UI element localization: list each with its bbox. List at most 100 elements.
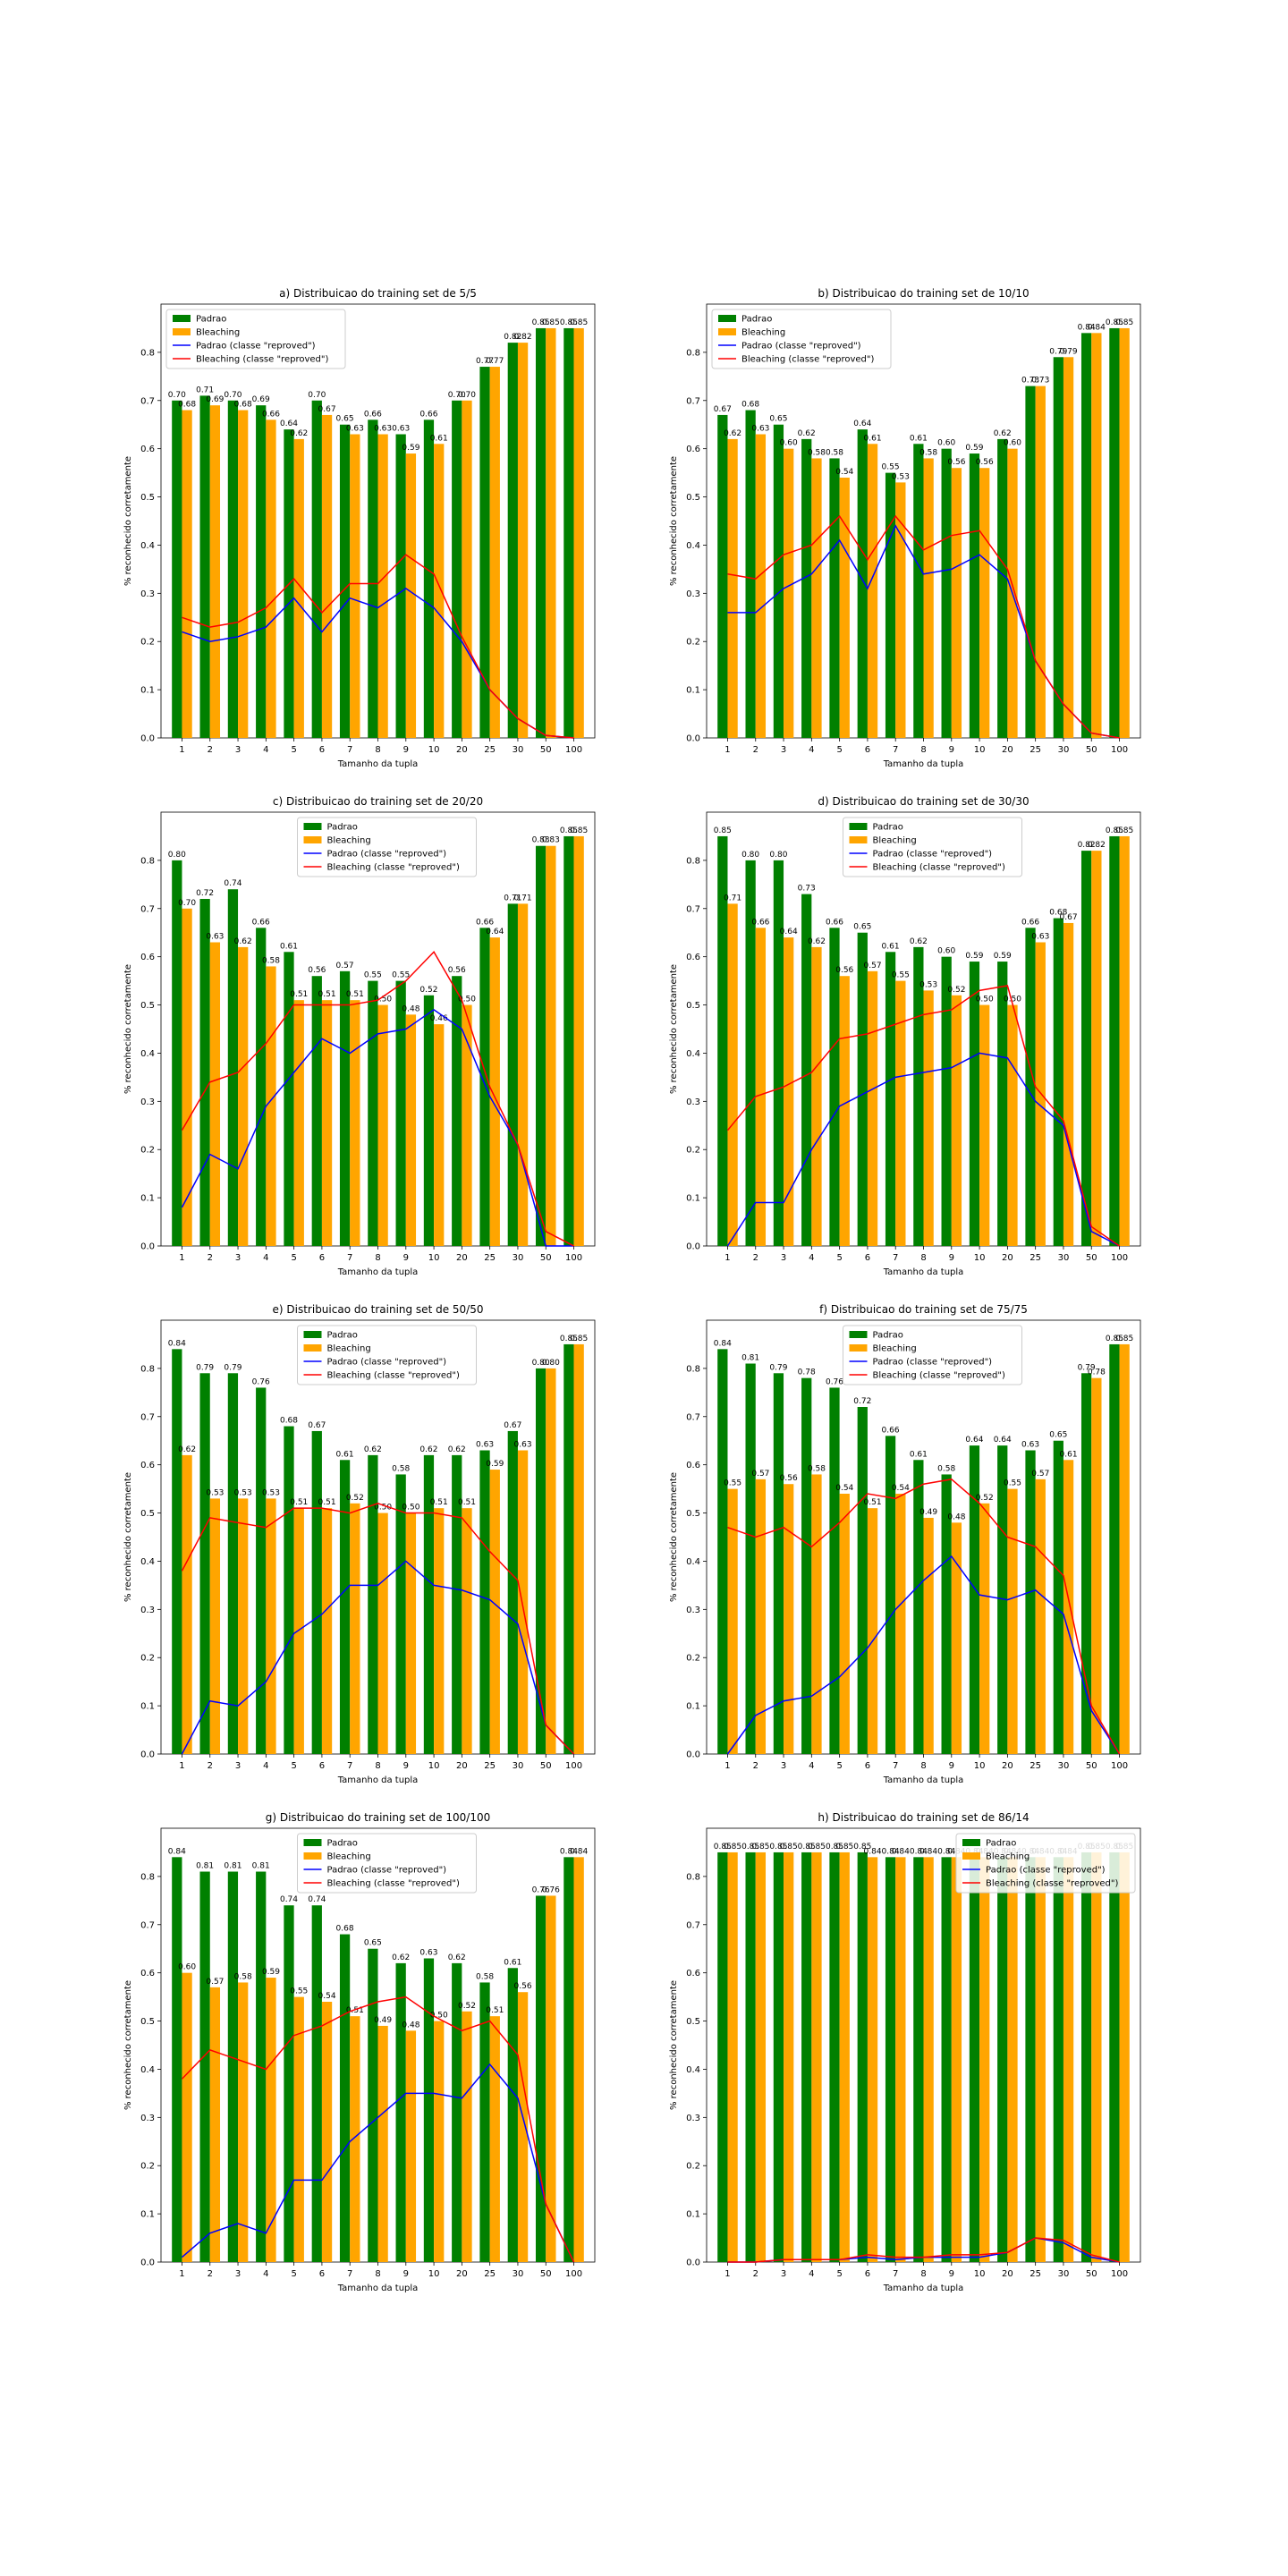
legend-swatch [849,823,868,830]
bar-bleaching [755,1852,767,2262]
x-tick-label: 50 [1086,1253,1097,1263]
chart-title: c) Distribuicao do training set de 20/20 [273,795,483,808]
bar-value-label: 0.85 [769,1843,787,1852]
bar-bleaching [517,903,529,1246]
y-axis-label: % reconhecido corretamente [123,964,133,1094]
bar-padrao [829,1852,840,2262]
bar-bleaching [727,1488,738,1754]
bar-value-label: 0.68 [280,1417,298,1426]
bar-value-label: 0.65 [1049,1431,1067,1440]
x-tick-label: 10 [428,745,440,755]
legend-label: Padrao (classe "reproved") [986,1866,1106,1876]
bar-bleaching [293,1000,304,1246]
x-tick-label: 30 [513,745,524,755]
x-tick-label: 1 [724,745,730,755]
legend-swatch [718,328,736,335]
bar-value-label: 0.84 [864,1847,882,1856]
bar-value-label: 0.48 [402,2021,419,2029]
bar-bleaching [923,1517,934,1754]
bar-value-label: 0.70 [178,899,196,908]
x-tick-label: 1 [179,2269,184,2279]
bar-value-label: 0.84 [560,1847,578,1856]
bar-bleaching [839,478,850,738]
bar-value-label: 0.57 [336,962,354,970]
x-tick-label: 7 [347,745,352,755]
legend-box [165,309,346,369]
x-tick-label: 5 [836,1761,842,1771]
bar-value-label: 0.70 [308,391,326,400]
legend-label: Padrao (classe "reproved") [873,1358,993,1368]
bar-value-label: 0.51 [346,2006,364,2015]
bar-value-label: 0.66 [262,410,280,419]
bar-value-label: 0.51 [458,1498,476,1507]
legend-label: Bleaching (classe "reproved") [873,1371,1005,1381]
bar-value-label: 0.61 [430,434,448,443]
bar-value-label: 0.51 [346,990,364,999]
y-axis-label: % reconhecido corretamente [669,456,679,586]
bar-value-label: 0.60 [937,439,955,448]
bar-padrao [256,928,267,1246]
x-tick-label: 4 [809,1761,814,1771]
bar-bleaching [489,2016,500,2262]
x-tick-label: 2 [753,1761,758,1771]
legend-swatch [849,1344,868,1352]
bar-value-label: 0.56 [308,966,326,975]
bar-value-label: 0.74 [308,1895,326,1904]
legend-swatch [173,328,191,335]
x-tick-label: 7 [893,1761,898,1771]
y-tick-label: 0.1 [686,686,700,696]
bar-value-label: 0.61 [882,942,900,951]
legend-box [843,817,1022,877]
bar-bleaching [895,482,906,738]
chart-title: d) Distribuicao do training set de 30/30 [818,795,1029,808]
bar-padrao [745,410,756,738]
bar-value-label: 0.51 [290,1498,308,1507]
bar-value-label: 0.55 [724,1479,741,1488]
bar-padrao [368,1454,378,1754]
bar-padrao [801,1852,812,2262]
bar-padrao [1080,333,1092,738]
bar-value-label: 0.77 [486,357,504,366]
bar-padrao [564,327,574,738]
bar-value-label: 0.63 [346,425,364,434]
bar-bleaching [350,434,360,738]
bar-padrao [479,1982,490,2262]
bar-value-label: 0.85 [798,1843,816,1852]
bar-bleaching [1035,942,1046,1246]
bar-value-label: 0.46 [430,1014,448,1023]
bar-bleaching [517,343,529,738]
y-tick-label: 0.0 [686,734,700,744]
bar-padrao [395,434,406,738]
legend-swatch [849,1331,868,1338]
bar-value-label: 0.66 [364,410,382,419]
bar-value-label: 0.61 [280,942,298,951]
x-tick-label: 9 [949,745,954,755]
x-tick-label: 1 [724,1761,730,1771]
legend-swatch [173,315,191,322]
y-tick-label: 0.8 [140,856,155,866]
bar-value-label: 0.51 [318,990,336,999]
x-tick-label: 7 [347,1253,352,1263]
bar-bleaching [755,1479,767,1754]
bar-padrao [507,903,518,1246]
bar-bleaching [182,908,192,1246]
x-tick-label: 30 [513,1253,524,1263]
bar-value-label: 0.80 [532,1359,550,1368]
bar-padrao [284,1426,294,1754]
bar-value-label: 0.55 [882,463,900,472]
bar-bleaching [573,327,584,738]
x-tick-label: 100 [565,1761,582,1771]
y-tick-label: 0.8 [686,348,700,358]
legend-label: Padrao [196,315,226,325]
x-tick-label: 100 [1111,2269,1128,2279]
x-tick-label: 6 [319,1253,325,1263]
x-axis-label: Tamanho da tupla [883,1775,964,1785]
bar-value-label: 0.57 [206,1978,224,1987]
bar-value-label: 0.58 [919,448,937,457]
x-tick-label: 4 [809,1253,814,1263]
bar-value-label: 0.62 [178,1445,196,1454]
bar-value-label: 0.53 [206,1488,224,1497]
y-tick-label: 0.3 [140,2114,155,2123]
bar-padrao [172,400,182,738]
bar-padrao [1025,928,1036,1246]
